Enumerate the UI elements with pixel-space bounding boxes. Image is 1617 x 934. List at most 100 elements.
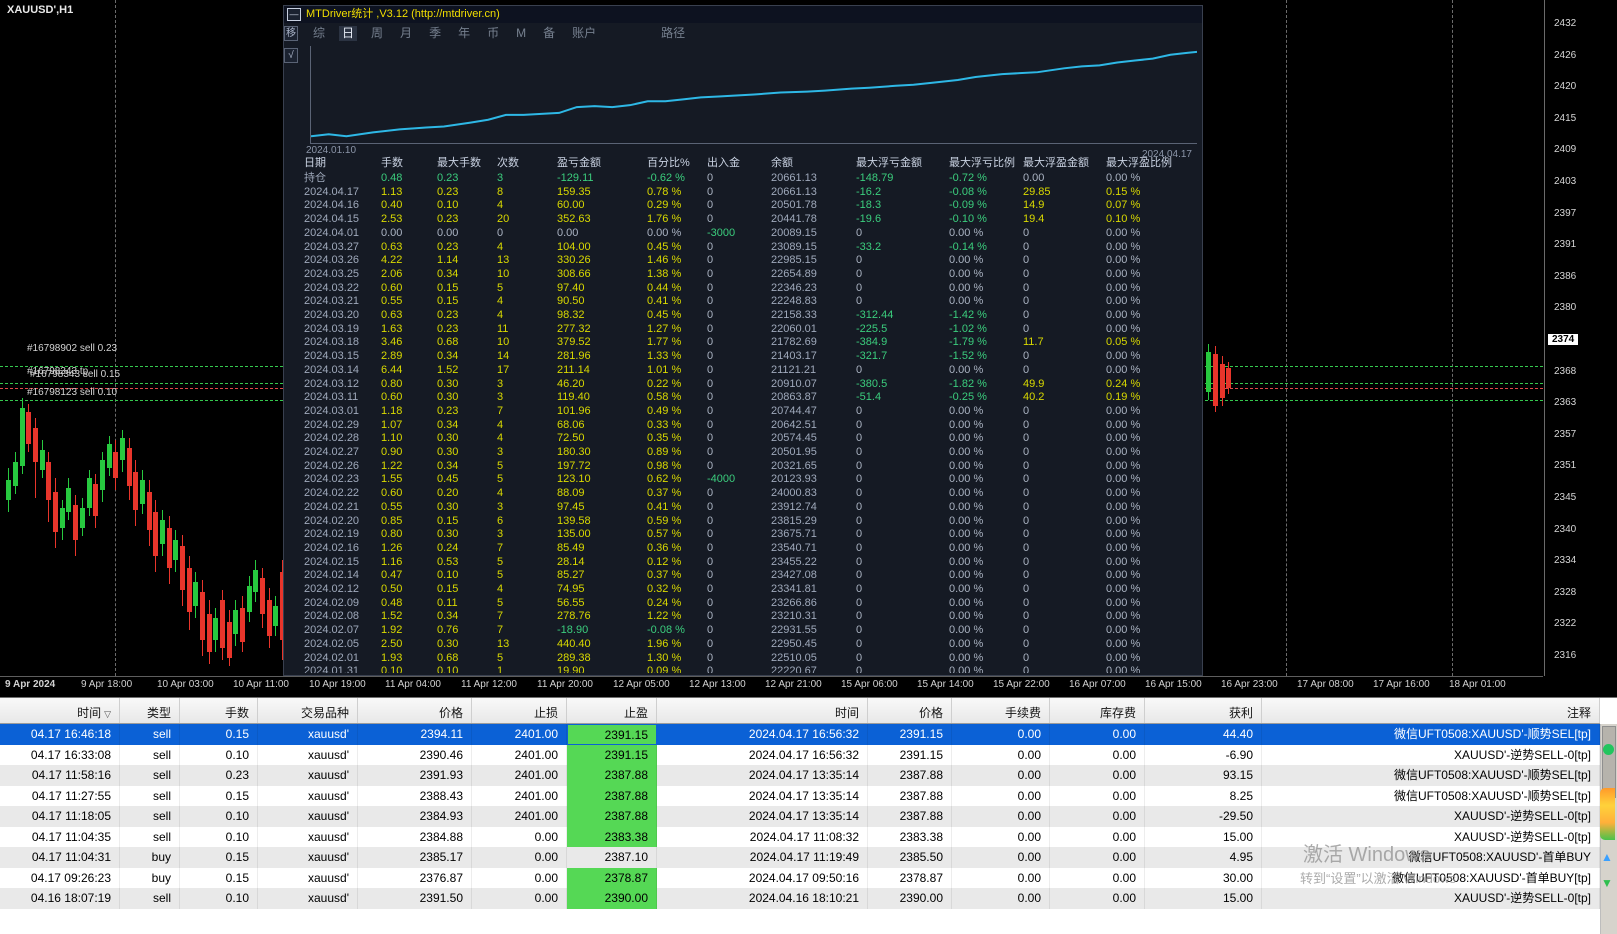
panel-tab-周[interactable]: 周 [368, 26, 386, 41]
history-header-6[interactable]: 止盈 [567, 698, 657, 723]
green-down-arrow-icon[interactable]: ▼ [1601, 876, 1613, 890]
history-cell: 2387.88 [868, 786, 952, 807]
stats-cell: 0.78 % [647, 185, 707, 199]
panel-tab-年[interactable]: 年 [455, 26, 473, 41]
candle-body [147, 492, 152, 530]
history-header-5[interactable]: 止损 [472, 698, 567, 723]
history-cell: 微信UFT0508:XAUUSD'-顺势SEL[tp] [1262, 724, 1600, 745]
price-tick-label: 2397 [1554, 208, 1576, 219]
stats-cell: 1.76 % [647, 212, 707, 226]
time-tick-label: 9 Apr 2024 [5, 679, 55, 690]
history-header-11[interactable]: 获利 [1145, 698, 1262, 723]
stats-cell: 0.15 [437, 582, 497, 596]
panel-tab-季[interactable]: 季 [426, 26, 444, 41]
panel-tab-M[interactable]: M [513, 26, 529, 41]
price-axis[interactable]: 2432242624202415240924032397239123862380… [1544, 0, 1617, 676]
stats-cell: 0 [497, 226, 557, 240]
stats-cell: -16.2 [856, 185, 949, 199]
panel-check-button[interactable]: √ [284, 48, 298, 63]
history-cell: 93.15 [1145, 765, 1262, 786]
history-cell: 0.00 [1050, 888, 1145, 909]
stats-cell: 0.10 % [1106, 212, 1180, 226]
stats-cell: 22220.67 [771, 664, 856, 673]
history-header-2[interactable]: 手数 [180, 698, 258, 723]
history-header-8[interactable]: 价格 [868, 698, 952, 723]
history-header-1[interactable]: 类型 [120, 698, 180, 723]
stats-cell: 0.34 [437, 459, 497, 473]
stats-cell: 24000.83 [771, 486, 856, 500]
stats-cell: 0 [707, 267, 771, 281]
stats-cell: 5 [497, 651, 557, 665]
history-header-4[interactable]: 价格 [358, 698, 472, 723]
stats-cell: 1.22 [381, 459, 437, 473]
history-row[interactable]: 04.16 18:07:19sell0.10xauusd'2391.500.00… [0, 888, 1600, 909]
time-tick-label: 17 Apr 16:00 [1373, 679, 1430, 690]
history-row[interactable]: 04.17 16:33:08sell0.10xauusd'2390.462401… [0, 745, 1600, 766]
stats-cell: 0.00 % [1106, 596, 1180, 610]
panel-tab-日[interactable]: 日 [339, 26, 357, 41]
panel-tab-月[interactable]: 月 [397, 26, 415, 41]
stats-row: 2024.03.220.600.15597.400.44 %022346.230… [304, 281, 1180, 295]
stats-cell: 0.10 [437, 568, 497, 582]
stats-cell: 0.41 % [647, 294, 707, 308]
history-header-time[interactable]: 时间▽ [0, 698, 120, 723]
history-row[interactable]: 04.17 11:58:16sell0.23xauusd'2391.932401… [0, 765, 1600, 786]
candlestick-chart-pane[interactable]: XAUUSD',H1 MTDriver统计 ,V3.12 (http://mtd… [0, 0, 1543, 677]
candle-body [113, 452, 118, 478]
stats-cell: 1.92 [381, 623, 437, 637]
panel-move-button[interactable]: 移 [284, 26, 298, 41]
candle-body [73, 505, 78, 540]
stats-cell: -1.42 % [949, 308, 1023, 322]
panel-tab-综[interactable]: 综 [310, 26, 328, 41]
stats-cell: 0.62 % [647, 472, 707, 486]
stats-cell: 0.45 % [647, 240, 707, 254]
stats-cell: 2024.04.01 [304, 226, 381, 240]
candle-body [1206, 352, 1211, 392]
k-up-arrow-icon[interactable]: ▲ [1601, 850, 1613, 864]
stats-cell: 11 [497, 322, 557, 336]
stats-row: 2024.02.052.500.3013440.401.96 %022950.4… [304, 637, 1180, 651]
stats-cell: 22654.89 [771, 267, 856, 281]
windows-activation-watermark-sub: 转到“设置”以激活 Windows [1300, 868, 1456, 887]
history-cell: 0.10 [180, 827, 258, 848]
history-cell: xauusd' [258, 827, 358, 848]
stats-cell: 2024.03.25 [304, 267, 381, 281]
stats-cell: 0.12 % [647, 555, 707, 569]
history-header-9[interactable]: 手续费 [952, 698, 1050, 723]
history-row[interactable]: 04.17 11:27:55sell0.15xauusd'2388.432401… [0, 786, 1600, 807]
history-row[interactable]: 04.17 11:18:05sell0.10xauusd'2384.932401… [0, 806, 1600, 827]
history-header-7[interactable]: 时间 [657, 698, 868, 723]
panel-tab-币[interactable]: 币 [484, 26, 502, 41]
gradient-badge-icon[interactable] [1600, 788, 1615, 840]
stats-cell: 2024.02.09 [304, 596, 381, 610]
mt4-window: XAUUSD',H1 MTDriver统计 ,V3.12 (http://mtd… [0, 0, 1617, 934]
panel-tab-path[interactable]: 路径 [658, 26, 688, 41]
history-header-12[interactable]: 注释 [1262, 698, 1600, 723]
history-header-3[interactable]: 交易品种 [258, 698, 358, 723]
time-tick-label: 11 Apr 12:00 [461, 679, 517, 690]
candle-body [80, 508, 85, 528]
stats-cell: 0 [1023, 596, 1106, 610]
panel-tab-账户[interactable]: 账户 [569, 26, 599, 41]
history-cell: 0.00 [472, 868, 567, 889]
candlestick [167, 516, 172, 584]
time-axis[interactable]: 9 Apr 20249 Apr 18:0010 Apr 03:0010 Apr … [0, 677, 1543, 694]
stats-cell: 13 [497, 253, 557, 267]
stats-cell: 0 [707, 281, 771, 295]
panel-tab-备[interactable]: 备 [540, 26, 558, 41]
panel-minimize-button[interactable]: — [287, 8, 301, 21]
history-cell: 2391.15 [868, 745, 952, 766]
stats-cell: 90.50 [557, 294, 647, 308]
stats-cell: 0.33 % [647, 418, 707, 432]
stats-cell: 0 [1023, 651, 1106, 665]
history-row[interactable]: 04.17 16:46:18sell0.15xauusd'2394.112401… [0, 724, 1600, 745]
history-cell: 2390.00 [868, 888, 952, 909]
stats-cell: 0.00 % [949, 459, 1023, 473]
stats-cell: 21403.17 [771, 349, 856, 363]
history-header-10[interactable]: 库存费 [1050, 698, 1145, 723]
history-cell: XAUUSD'-逆势SELL-0[tp] [1262, 806, 1600, 827]
stats-cell: 0.10 [381, 664, 437, 673]
stats-cell: 22060.01 [771, 322, 856, 336]
stats-cell: 0.00 [1023, 171, 1106, 185]
green-dot-icon[interactable] [1603, 744, 1614, 755]
